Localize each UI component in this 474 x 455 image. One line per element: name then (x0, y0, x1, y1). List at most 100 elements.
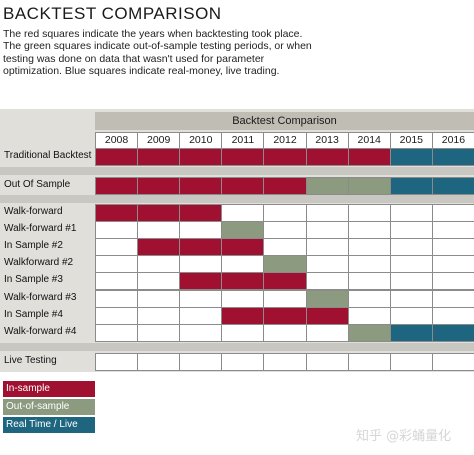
grid-cell-empty (95, 255, 139, 273)
chart-title: Backtest Comparison (95, 112, 474, 130)
legend-out-of-sample: Out-of-sample (3, 399, 95, 415)
grid-cell-in (263, 148, 307, 166)
grid-cell-empty (389, 238, 433, 256)
grid-cell-in (347, 148, 391, 166)
grid-cell-empty (137, 290, 181, 308)
legend-live: Real Time / Live Test (3, 417, 95, 446)
grid-cell-in (179, 238, 223, 256)
grid-cell-empty (137, 255, 181, 273)
grid-cell-empty (389, 204, 433, 222)
grid-cell-out (221, 221, 265, 239)
grid-cell-empty (305, 324, 349, 342)
grid-cell-live (431, 177, 474, 195)
grid-cell-live (389, 148, 433, 166)
grid-cell-empty (431, 221, 474, 239)
row-separator (0, 167, 474, 175)
grid-cell-live (431, 324, 474, 342)
grid-cell-empty (95, 353, 139, 371)
grid-cell-empty (95, 324, 139, 342)
grid-cell-empty (305, 272, 349, 290)
grid-cell-empty (305, 255, 349, 273)
row-label: In Sample #4 (4, 309, 63, 320)
grid-cell-empty (137, 353, 181, 371)
grid-cell-in (179, 148, 223, 166)
grid-cell-in (137, 238, 181, 256)
grid-cell-live (431, 148, 474, 166)
year-header-2011: 2011 (221, 132, 265, 149)
grid-cell-out (305, 177, 349, 195)
grid-cell-empty (347, 204, 391, 222)
grid-cell-empty (179, 255, 223, 273)
grid-cell-in (305, 307, 349, 325)
year-header-2009: 2009 (137, 132, 181, 149)
year-header-2014: 2014 (347, 132, 391, 149)
row-label: Out Of Sample (4, 179, 71, 190)
grid-cell-empty (389, 255, 433, 273)
grid-cell-empty (305, 204, 349, 222)
year-header-2016: 2016 (431, 132, 474, 149)
grid-cell-empty (389, 353, 433, 371)
grid-cell-empty (137, 221, 181, 239)
grid-cell-in (221, 272, 265, 290)
grid-cell-in (221, 307, 265, 325)
grid-cell-empty (431, 238, 474, 256)
row-label: Walk-forward #1 (4, 223, 77, 234)
grid-cell-empty (221, 204, 265, 222)
row-label: Traditional Backtest (4, 150, 92, 161)
grid-cell-empty (95, 272, 139, 290)
grid-cell-empty (347, 255, 391, 273)
grid-cell-empty (347, 238, 391, 256)
legend-in-sample: In-sample (3, 381, 95, 397)
grid-cell-empty (431, 290, 474, 308)
grid-cell-live (389, 324, 433, 342)
year-header-2008: 2008 (95, 132, 139, 149)
grid-cell-empty (137, 307, 181, 325)
grid-cell-empty (263, 324, 307, 342)
grid-cell-in (221, 148, 265, 166)
grid-cell-empty (347, 272, 391, 290)
grid-cell-in (179, 177, 223, 195)
grid-cell-empty (389, 272, 433, 290)
grid-cell-in (179, 204, 223, 222)
grid-cell-live (389, 177, 433, 195)
row-label: In Sample #3 (4, 274, 63, 285)
row-label: Walkforward #2 (4, 257, 74, 268)
grid-cell-empty (221, 290, 265, 308)
grid-cell-empty (95, 238, 139, 256)
grid-cell-empty (305, 238, 349, 256)
year-header-2010: 2010 (179, 132, 223, 149)
grid-cell-empty (95, 307, 139, 325)
grid-cell-empty (431, 307, 474, 325)
watermark-text: 知乎 @彩蛹量化 (356, 429, 452, 444)
page-title: BACKTEST COMPARISON (3, 4, 222, 23)
grid-cell-empty (179, 307, 223, 325)
row-separator (0, 343, 474, 351)
grid-cell-empty (179, 290, 223, 308)
grid-cell-in (263, 177, 307, 195)
grid-cell-empty (221, 324, 265, 342)
row-separator (0, 195, 474, 203)
grid-cell-empty (389, 221, 433, 239)
grid-cell-empty (305, 353, 349, 371)
row-label: Walk-forward (4, 206, 63, 217)
grid-cell-out (305, 290, 349, 308)
grid-cell-empty (263, 221, 307, 239)
row-label: In Sample #2 (4, 240, 63, 251)
grid-cell-empty (221, 353, 265, 371)
grid-cell-in (305, 148, 349, 166)
row-label: Walk-forward #3 (4, 292, 77, 303)
row-label: Walk-forward #4 (4, 326, 77, 337)
grid-cell-empty (347, 221, 391, 239)
year-header-2012: 2012 (263, 132, 307, 149)
year-header-2015: 2015 (389, 132, 433, 149)
grid-cell-out (347, 324, 391, 342)
grid-cell-empty (179, 353, 223, 371)
grid-cell-in (179, 272, 223, 290)
grid-cell-empty (305, 221, 349, 239)
grid-cell-in (137, 177, 181, 195)
grid-cell-in (263, 307, 307, 325)
grid-cell-empty (431, 204, 474, 222)
grid-cell-in (137, 204, 181, 222)
grid-cell-empty (95, 290, 139, 308)
grid-cell-empty (431, 353, 474, 371)
